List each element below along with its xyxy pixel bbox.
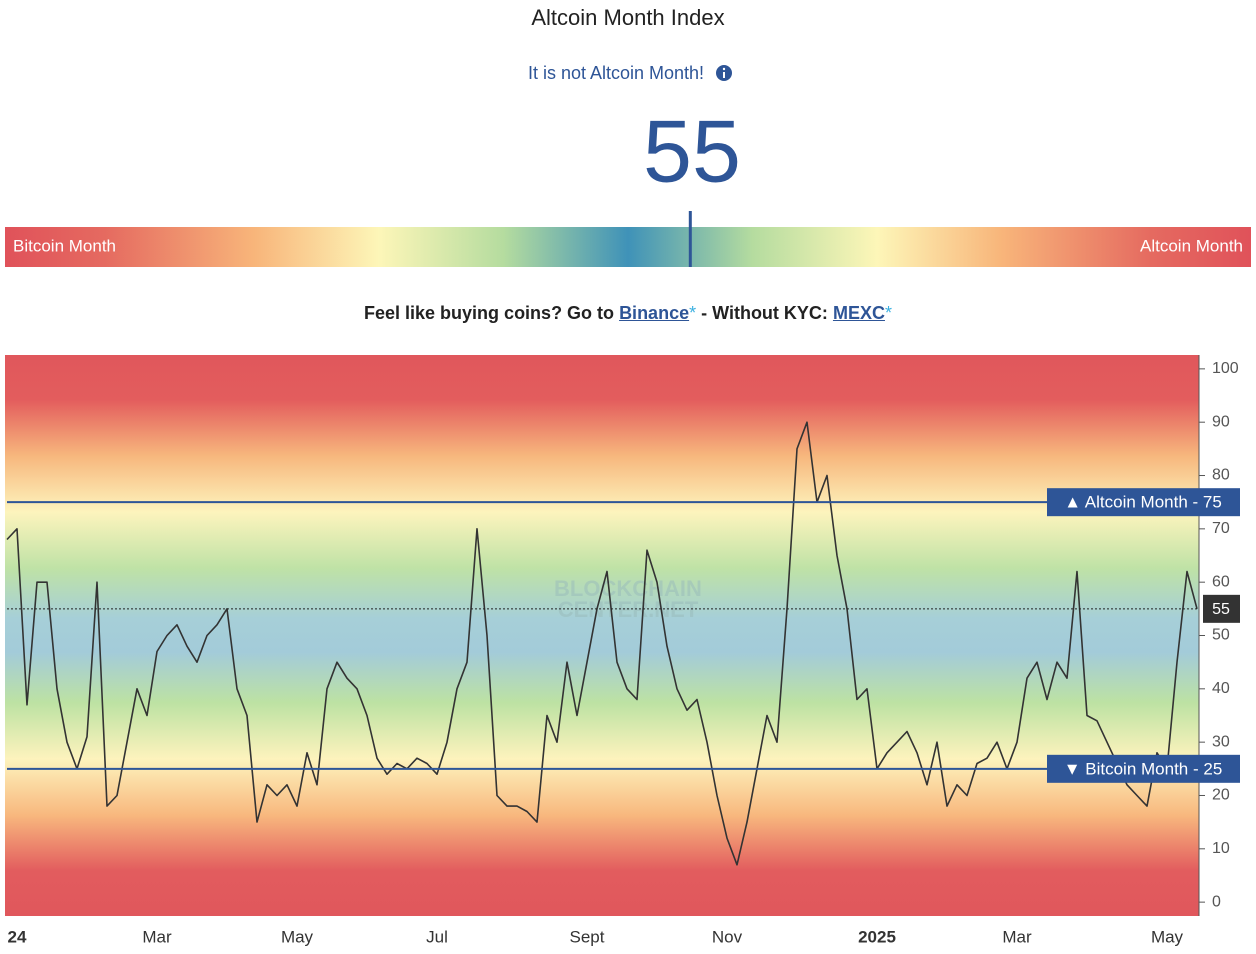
x-tick-label: May bbox=[1151, 927, 1184, 946]
y-tick-label: 20 bbox=[1212, 787, 1230, 804]
gauge-right: Altcoin Month bbox=[1140, 236, 1243, 255]
promo-text: Feel like buying coins? Go to bbox=[364, 303, 615, 323]
x-tick-label: May bbox=[281, 927, 314, 946]
x-tick-label: Jul bbox=[426, 927, 448, 946]
reference-label: ▲ Altcoin Month - 75 bbox=[1064, 493, 1222, 512]
current-label: 55 bbox=[1212, 601, 1230, 618]
asterisk: * bbox=[884, 303, 892, 323]
plot-background bbox=[5, 355, 1199, 916]
promo-text: - Without KYC: bbox=[701, 303, 828, 323]
y-tick-label: 60 bbox=[1212, 573, 1230, 590]
x-tick-label: 2025 bbox=[858, 927, 896, 946]
reference-label: ▼ Bitcoin Month - 25 bbox=[1064, 759, 1223, 778]
y-tick-label: 30 bbox=[1212, 733, 1230, 750]
status: It is not Altcoin Month! bbox=[528, 63, 704, 83]
reference-box bbox=[1047, 754, 1240, 783]
reference-box bbox=[1047, 488, 1240, 517]
gauge-marker bbox=[688, 211, 692, 267]
y-tick-label: 50 bbox=[1212, 627, 1230, 644]
y-tick-label: 10 bbox=[1212, 840, 1230, 857]
watermark: BLOCKCHAIN bbox=[554, 576, 702, 601]
y-tick-label: 90 bbox=[1212, 413, 1230, 430]
info-icon[interactable] bbox=[716, 65, 732, 81]
y-tick-label: 80 bbox=[1212, 467, 1230, 484]
x-tick-label: Mar bbox=[142, 927, 172, 946]
binance-link[interactable]: Binance bbox=[619, 303, 690, 323]
title: Altcoin Month Index bbox=[531, 5, 724, 30]
index-line bbox=[6, 421, 1198, 866]
current-box bbox=[1203, 594, 1240, 623]
mexc-link[interactable]: MEXC bbox=[832, 303, 885, 323]
y-tick-label: 100 bbox=[1212, 360, 1239, 377]
x-tick-label: Nov bbox=[712, 927, 743, 946]
x-tick-label: Mar bbox=[1002, 927, 1032, 946]
index-value: 55 bbox=[643, 101, 741, 200]
x-tick-label: 24 bbox=[8, 927, 27, 946]
y-tick-label: 70 bbox=[1212, 520, 1230, 537]
gauge-left: Bitcoin Month bbox=[13, 236, 116, 255]
x-tick-label: Sept bbox=[570, 927, 605, 946]
asterisk: * bbox=[689, 303, 697, 323]
y-tick-label: 0 bbox=[1212, 893, 1221, 910]
promo: Feel like buying coins? Go to Binance* -… bbox=[0, 303, 1256, 324]
gauge bbox=[5, 227, 1251, 267]
y-tick-label: 40 bbox=[1212, 680, 1230, 697]
